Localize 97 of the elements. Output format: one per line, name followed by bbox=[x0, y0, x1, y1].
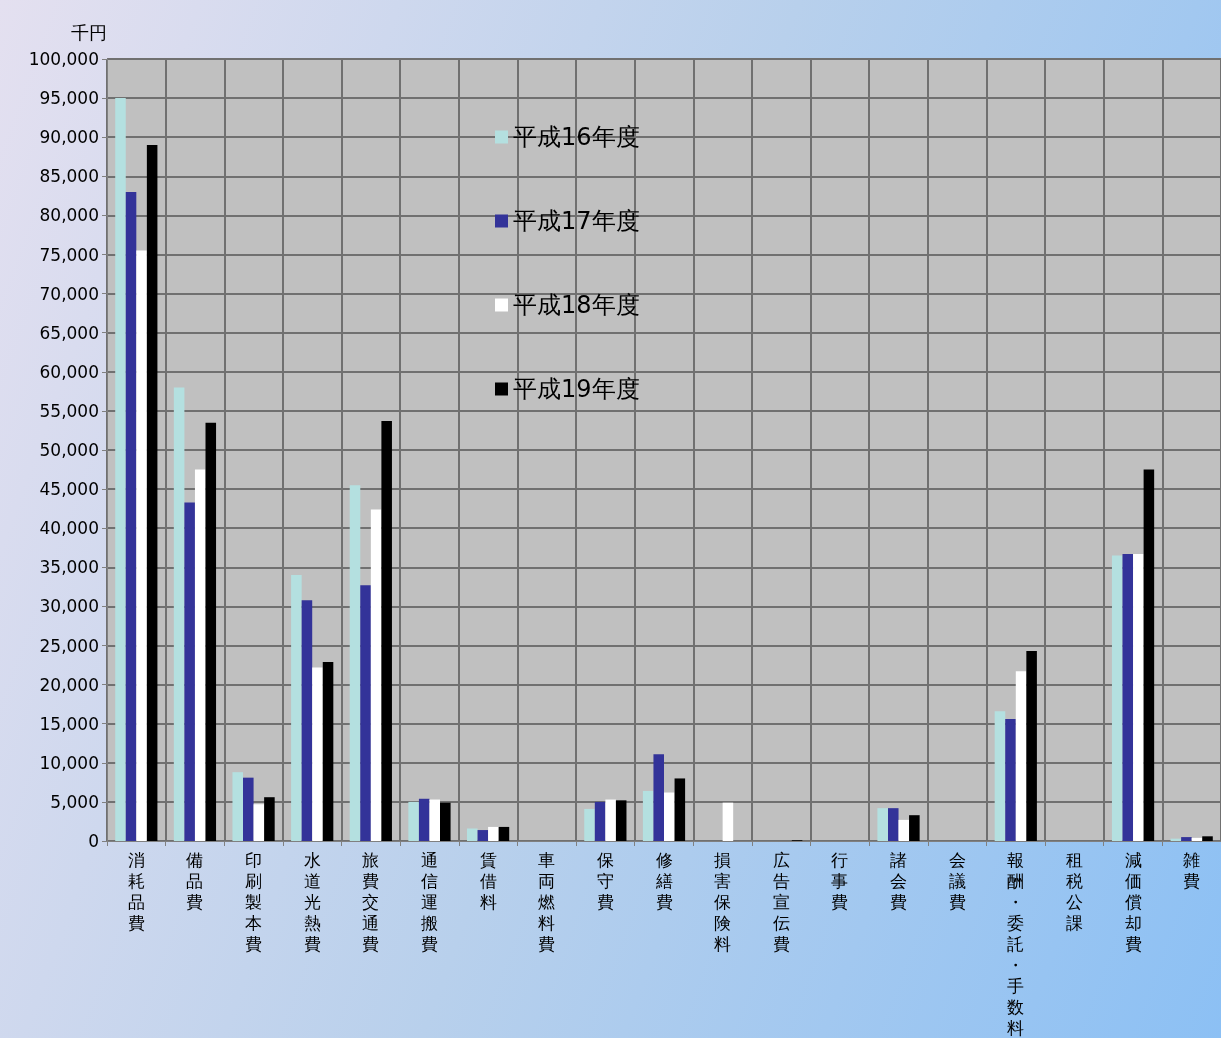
bar bbox=[605, 799, 616, 841]
bar bbox=[594, 801, 606, 841]
y-tick-label: 85,000 bbox=[39, 166, 99, 187]
bar bbox=[909, 815, 920, 841]
bar bbox=[418, 798, 430, 841]
bar bbox=[184, 502, 195, 841]
y-tick-label: 20,000 bbox=[39, 674, 99, 695]
bar bbox=[349, 485, 361, 841]
y-tick-label: 75,000 bbox=[39, 244, 99, 265]
x-tick-label: 租税公課 bbox=[1065, 849, 1083, 933]
bar bbox=[898, 819, 910, 841]
bar bbox=[584, 808, 595, 841]
bar bbox=[488, 826, 499, 841]
bar bbox=[674, 778, 686, 841]
legend-label: 平成17年度 bbox=[513, 207, 640, 235]
y-tick-label: 50,000 bbox=[39, 440, 99, 460]
y-tick-label: 15,000 bbox=[39, 713, 99, 734]
bar bbox=[1015, 671, 1027, 841]
y-axis-title: 千円 bbox=[71, 21, 107, 43]
bar bbox=[312, 667, 323, 841]
x-tick-label: 雑費 bbox=[1183, 849, 1201, 891]
x-tick-label: 印刷製本費 bbox=[245, 849, 263, 954]
y-tick-label: 65,000 bbox=[39, 322, 99, 343]
x-tick-label: 備品費 bbox=[186, 849, 204, 912]
y-tick-label: 70,000 bbox=[39, 283, 99, 304]
bar bbox=[498, 826, 510, 841]
x-tick-label: 車両燃料費 bbox=[538, 849, 556, 954]
category-label: 報酬・委託・手数料 bbox=[1007, 849, 1025, 1038]
bar bbox=[360, 585, 371, 841]
bar bbox=[115, 98, 126, 841]
bar bbox=[1005, 719, 1016, 841]
bar bbox=[205, 422, 217, 841]
y-tick-label: 55,000 bbox=[39, 400, 99, 421]
legend-label: 平成18年度 bbox=[513, 291, 640, 319]
bar bbox=[253, 804, 265, 841]
y-tick-label: 45,000 bbox=[39, 479, 99, 500]
x-tick-label: 行事費 bbox=[831, 849, 849, 912]
bar bbox=[243, 777, 254, 841]
x-tick-label: 旅費交通費 bbox=[362, 849, 380, 954]
y-tick-label: 100,000 bbox=[28, 49, 99, 69]
legend-label: 平成19年度 bbox=[513, 375, 640, 403]
bar bbox=[1133, 554, 1144, 841]
bar bbox=[322, 661, 334, 841]
bar bbox=[136, 250, 147, 841]
y-tick-label: 30,000 bbox=[39, 596, 99, 617]
bar bbox=[1143, 469, 1155, 841]
x-tick-label: 諸会費 bbox=[890, 849, 908, 912]
bar bbox=[301, 600, 313, 841]
y-tick-label: 5,000 bbox=[50, 791, 99, 812]
bar bbox=[1191, 837, 1203, 841]
bar bbox=[994, 711, 1006, 841]
bar bbox=[429, 799, 441, 841]
bar bbox=[887, 808, 899, 841]
y-tick-label: 0 bbox=[88, 831, 99, 851]
x-tick-label: 修繕費 bbox=[654, 849, 673, 912]
bar bbox=[722, 802, 734, 841]
x-tick-label: 広告宣伝費 bbox=[772, 849, 790, 954]
bar bbox=[408, 801, 419, 841]
x-tick-label: 水道光熱費 bbox=[303, 849, 321, 954]
x-tick-label: 会議費 bbox=[948, 849, 966, 912]
y-tick-label: 95,000 bbox=[39, 88, 99, 109]
bar bbox=[194, 469, 206, 841]
bar bbox=[615, 800, 627, 841]
bar bbox=[653, 754, 664, 841]
bar bbox=[1026, 650, 1037, 841]
x-tick-label: 保守費 bbox=[596, 849, 614, 912]
bar bbox=[125, 191, 137, 841]
bar bbox=[642, 790, 654, 841]
bar bbox=[440, 802, 451, 841]
bar bbox=[1122, 554, 1134, 841]
y-tick-label: 60,000 bbox=[39, 361, 99, 382]
y-tick-label: 40,000 bbox=[39, 518, 99, 539]
x-tick-label: 消耗品費 bbox=[127, 849, 145, 933]
x-tick-label: 賃借料 bbox=[479, 849, 497, 912]
bar bbox=[1181, 837, 1192, 841]
y-tick-label: 35,000 bbox=[39, 557, 99, 578]
bar bbox=[232, 772, 244, 841]
bar bbox=[291, 575, 302, 841]
bar bbox=[467, 828, 478, 841]
bar bbox=[1111, 555, 1123, 841]
bar bbox=[173, 387, 185, 841]
y-tick-label: 80,000 bbox=[39, 205, 99, 226]
bar bbox=[264, 797, 275, 841]
x-tick-label: 損害保険料 bbox=[714, 849, 732, 954]
bar bbox=[381, 421, 392, 841]
legend-label: 平成16年度 bbox=[513, 123, 640, 151]
bar bbox=[664, 792, 675, 841]
x-tick-label: 減価償却費 bbox=[1124, 849, 1142, 954]
y-tick-label: 10,000 bbox=[39, 752, 99, 773]
x-tick-label: 通信運搬費 bbox=[420, 849, 438, 954]
bar bbox=[477, 830, 489, 841]
bar bbox=[370, 509, 382, 841]
y-tick-label: 90,000 bbox=[39, 127, 99, 148]
y-tick-label: 25,000 bbox=[39, 635, 99, 656]
bar bbox=[146, 145, 158, 841]
bar bbox=[1202, 836, 1213, 841]
bar bbox=[877, 808, 888, 841]
